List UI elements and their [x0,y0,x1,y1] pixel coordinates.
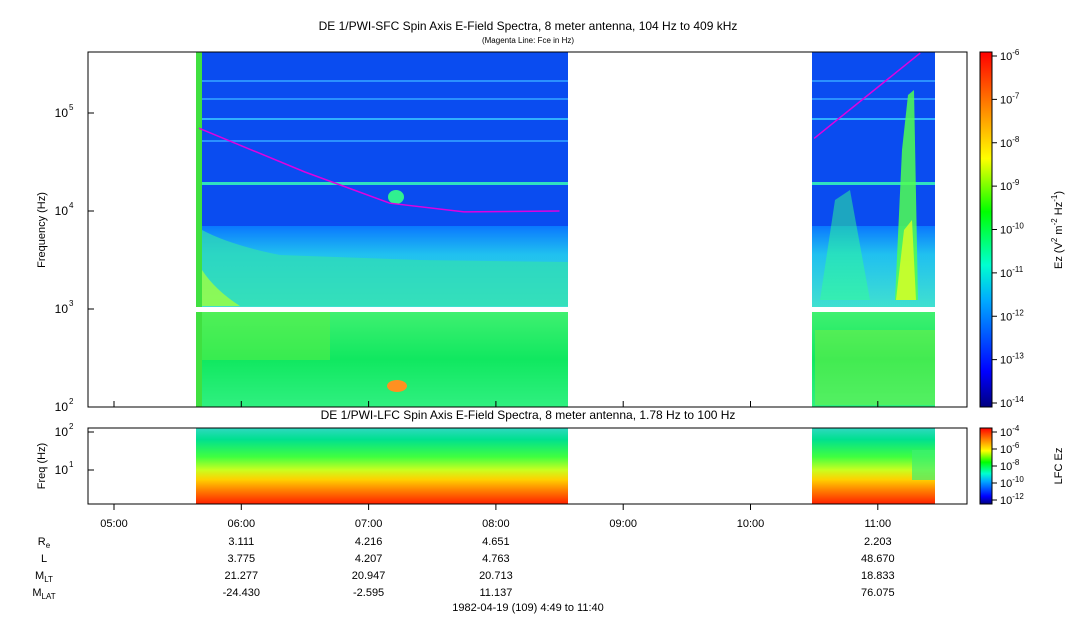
xtick-label: 08:00 [482,518,510,530]
sfc-title: DE 1/PWI-SFC Spin Axis E-Field Spectra, … [319,19,738,33]
ephemeris-value: 76.075 [861,587,895,599]
sfc-colorbar-scale [979,51,993,408]
ephemeris-table: Re L MLT MLAT 3.111 3.775 21.277 -24.430 4.216 4.… [32,536,894,601]
colorbar-tick-label: 10-11 [1000,265,1024,280]
xtick-label: 07:00 [355,518,383,530]
colorbar-tick-label: 10-4 [1000,424,1020,439]
sfc-subtitle: (Magenta Line: Fce in Hz) [482,36,574,45]
colorbar-tick-label: 10-8 [1000,458,1020,473]
colorbar-tick-label: 10-12 [1000,492,1024,507]
colorbar-tick-label: 10-8 [1000,135,1020,150]
svg-text:2: 2 [69,422,74,431]
sfc-data-block-2 [812,52,935,407]
xtick-label: 06:00 [228,518,256,530]
colorbar-tick-label: 10-13 [1000,352,1024,367]
xtick-label: 05:00 [100,518,128,530]
sfc-ytick-1e4: 10 [55,204,69,218]
sfc-band-gap [89,307,966,312]
ephemeris-value: 21.277 [224,570,258,582]
ephemeris-value: -24.430 [223,587,260,599]
colorbar-tick-label: 10-12 [1000,308,1024,323]
ephemeris-value: 3.111 [228,536,254,548]
lfc-title: DE 1/PWI-LFC Spin Axis E-Field Spectra, … [321,408,736,422]
fce-line-segment-1 [198,127,560,213]
ephemeris-value: 20.713 [479,570,513,582]
sfc-panel: 10 2 10 3 10 4 10 5 Frequency (Hz) [36,51,968,414]
sfc-y-axis: 10 2 10 3 10 4 10 5 Frequency (Hz) [36,103,94,414]
lfc-colorbar-label: LFC Ez [1053,448,1065,485]
xtick-label: 11:00 [864,518,891,530]
svg-text:3: 3 [69,299,74,308]
ephemeris-value: 4.216 [355,536,383,548]
ephemeris-value: 3.775 [228,553,256,565]
lfc-ytick-1e2: 10 [55,425,69,439]
xtick-label: 09:00 [609,518,637,530]
colorbar-tick-label: 10-14 [1000,395,1024,410]
ephemeris-value: -2.595 [353,587,384,599]
sfc-data-block-1 [196,52,568,407]
svg-text:1: 1 [69,460,74,469]
colorbar-tick-label: 10-6 [1000,441,1020,456]
ephemeris-value: 2.203 [864,536,892,548]
svg-text:5: 5 [69,103,74,112]
lfc-colorbar-scale [979,427,993,505]
lfc-y-label: Freq (Hz) [36,443,48,489]
time-range-footer: 1982-04-19 (109) 4:49 to 11:40 [452,602,603,614]
colorbar-tick-label: 10-6 [1000,48,1020,63]
ephemeris-value: 4.207 [355,553,383,565]
sfc-colorbar: 10-6 10-7 10-8 10-9 10-10 10-11 10-12 10-13 10-1… [979,48,1065,410]
ephemeris-row-label: L [41,553,47,565]
sfc-colorbar-label: Ez (V2 m-2 Hz-1) [1050,191,1065,269]
ephemeris-value: 48.670 [861,553,895,565]
time-axis: 05:00 06:00 07:00 08:00 09:00 10:00 11:00 [100,401,891,530]
xtick-label: 10:00 [737,518,765,530]
lfc-panel: 10 2 10 1 Freq (Hz) [36,422,968,505]
lfc-ytick-1e1: 10 [55,463,69,477]
ephemeris-row-label: Re [38,536,51,550]
colorbar-tick-label: 10-9 [1000,178,1020,193]
lfc-data-block-1 [196,428,568,504]
sfc-ytick-1e3: 10 [55,302,69,316]
ephemeris-value: 11.137 [479,587,512,599]
lfc-colorbar: 10-4 10-6 10-8 10-10 10-12 LFC Ez [979,424,1065,507]
ephemeris-value: 20.947 [352,570,386,582]
colorbar-tick-label: 10-10 [1000,475,1024,490]
ephemeris-row-label: MLT [35,570,53,584]
colorbar-tick-label: 10-7 [1000,91,1020,106]
ephemeris-value: 4.651 [482,536,510,548]
lfc-y-axis: 10 2 10 1 Freq (Hz) [36,422,94,489]
sfc-ytick-1e2: 10 [55,400,69,414]
colorbar-tick-label: 10-10 [1000,222,1024,237]
svg-text:2: 2 [69,397,74,406]
fce-line-segment-2 [813,52,921,139]
ephemeris-row-label: MLAT [32,587,55,601]
sfc-y-label: Frequency (Hz) [36,192,48,268]
sfc-ytick-1e5: 10 [55,106,69,120]
svg-text:4: 4 [69,201,74,210]
ephemeris-value: 18.833 [861,570,895,582]
ephemeris-value: 4.763 [482,553,510,565]
